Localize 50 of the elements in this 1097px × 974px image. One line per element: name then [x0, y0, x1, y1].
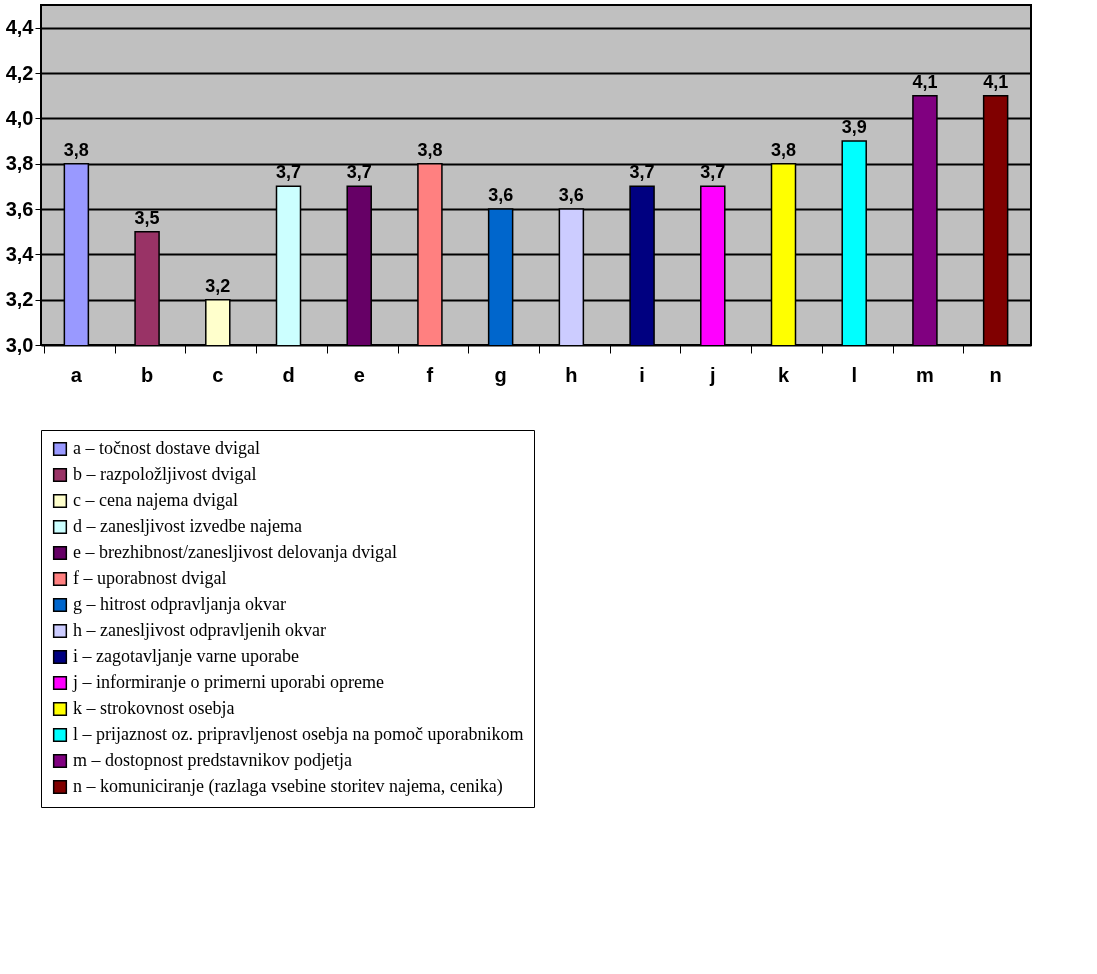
data-label: 4,1 [983, 71, 1009, 92]
legend-label: a – točnost dostave dvigal [73, 438, 260, 458]
y-tick-label: 3,8 [5, 152, 34, 175]
x-tick-label: f [426, 363, 434, 386]
y-tick-label: 3,2 [5, 288, 34, 311]
legend-label: h – zanesljivost odpravljenih okvar [73, 620, 326, 640]
x-tick-label: m [916, 363, 934, 386]
data-label: 3,2 [205, 275, 231, 296]
data-label: 3,8 [63, 139, 89, 160]
x-tick-label: k [777, 363, 790, 386]
x-tick-label: n [989, 363, 1002, 386]
y-tick-label: 4,4 [5, 16, 35, 39]
x-tick-label: e [353, 363, 365, 386]
y-tick-label: 4,2 [5, 61, 34, 84]
legend-label: e – brezhibnost/zanesljivost delovanja dvigal [73, 542, 397, 562]
x-tick-label: g [494, 363, 507, 386]
y-tick-label: 3,6 [5, 197, 34, 220]
legend-label: l – prijaznost oz. pripravljenost osebja na pomoč uporabnikom [73, 724, 524, 744]
x-tick-label: a [70, 363, 83, 386]
data-label: 3,7 [700, 162, 726, 183]
x-tick-label: j [709, 363, 716, 386]
legend-label: i – zagotavljanje varne uporabe [73, 646, 299, 666]
x-tick-label: b [140, 363, 154, 386]
legend-label: m – dostopnost predstavnikov podjetja [73, 750, 352, 770]
y-tick-label: 3,4 [5, 242, 35, 265]
data-label: 3,7 [629, 162, 655, 183]
data-label: 3,8 [770, 139, 797, 160]
x-tick-label: l [851, 363, 857, 386]
legend-label: d – zanesljivost izvedbe najema [73, 516, 302, 536]
legend-label: b – razpoložljivost dvigal [73, 464, 257, 484]
data-label: 3,7 [346, 162, 372, 183]
y-tick-label: 4,0 [5, 106, 34, 129]
data-label: 3,9 [841, 117, 867, 137]
legend-label: n – komuniciranje (razlaga vsebine storitev najema, cenika) [73, 776, 503, 797]
legend-label: f – uporabnost dvigal [73, 568, 227, 588]
data-label: 3,5 [134, 207, 160, 228]
x-tick-label: i [639, 363, 645, 386]
x-tick-label: d [282, 363, 295, 386]
x-tick-label: c [212, 363, 224, 386]
data-label: 3,6 [558, 185, 584, 205]
legend-label: g – hitrost odpravljanja okvar [73, 594, 286, 614]
legend-label: j – informiranje o primerni uporabi opreme [72, 672, 384, 692]
data-label: 3,6 [488, 185, 514, 205]
legend-label: k – strokovnost osebja [73, 698, 235, 718]
data-label: 4,1 [912, 71, 938, 92]
x-tick-label: h [565, 363, 578, 386]
legend-label: c – cena najema dvigal [73, 490, 238, 510]
data-label: 3,8 [417, 139, 443, 160]
data-label: 3,7 [275, 162, 302, 183]
y-tick-label: 3,0 [5, 333, 34, 356]
